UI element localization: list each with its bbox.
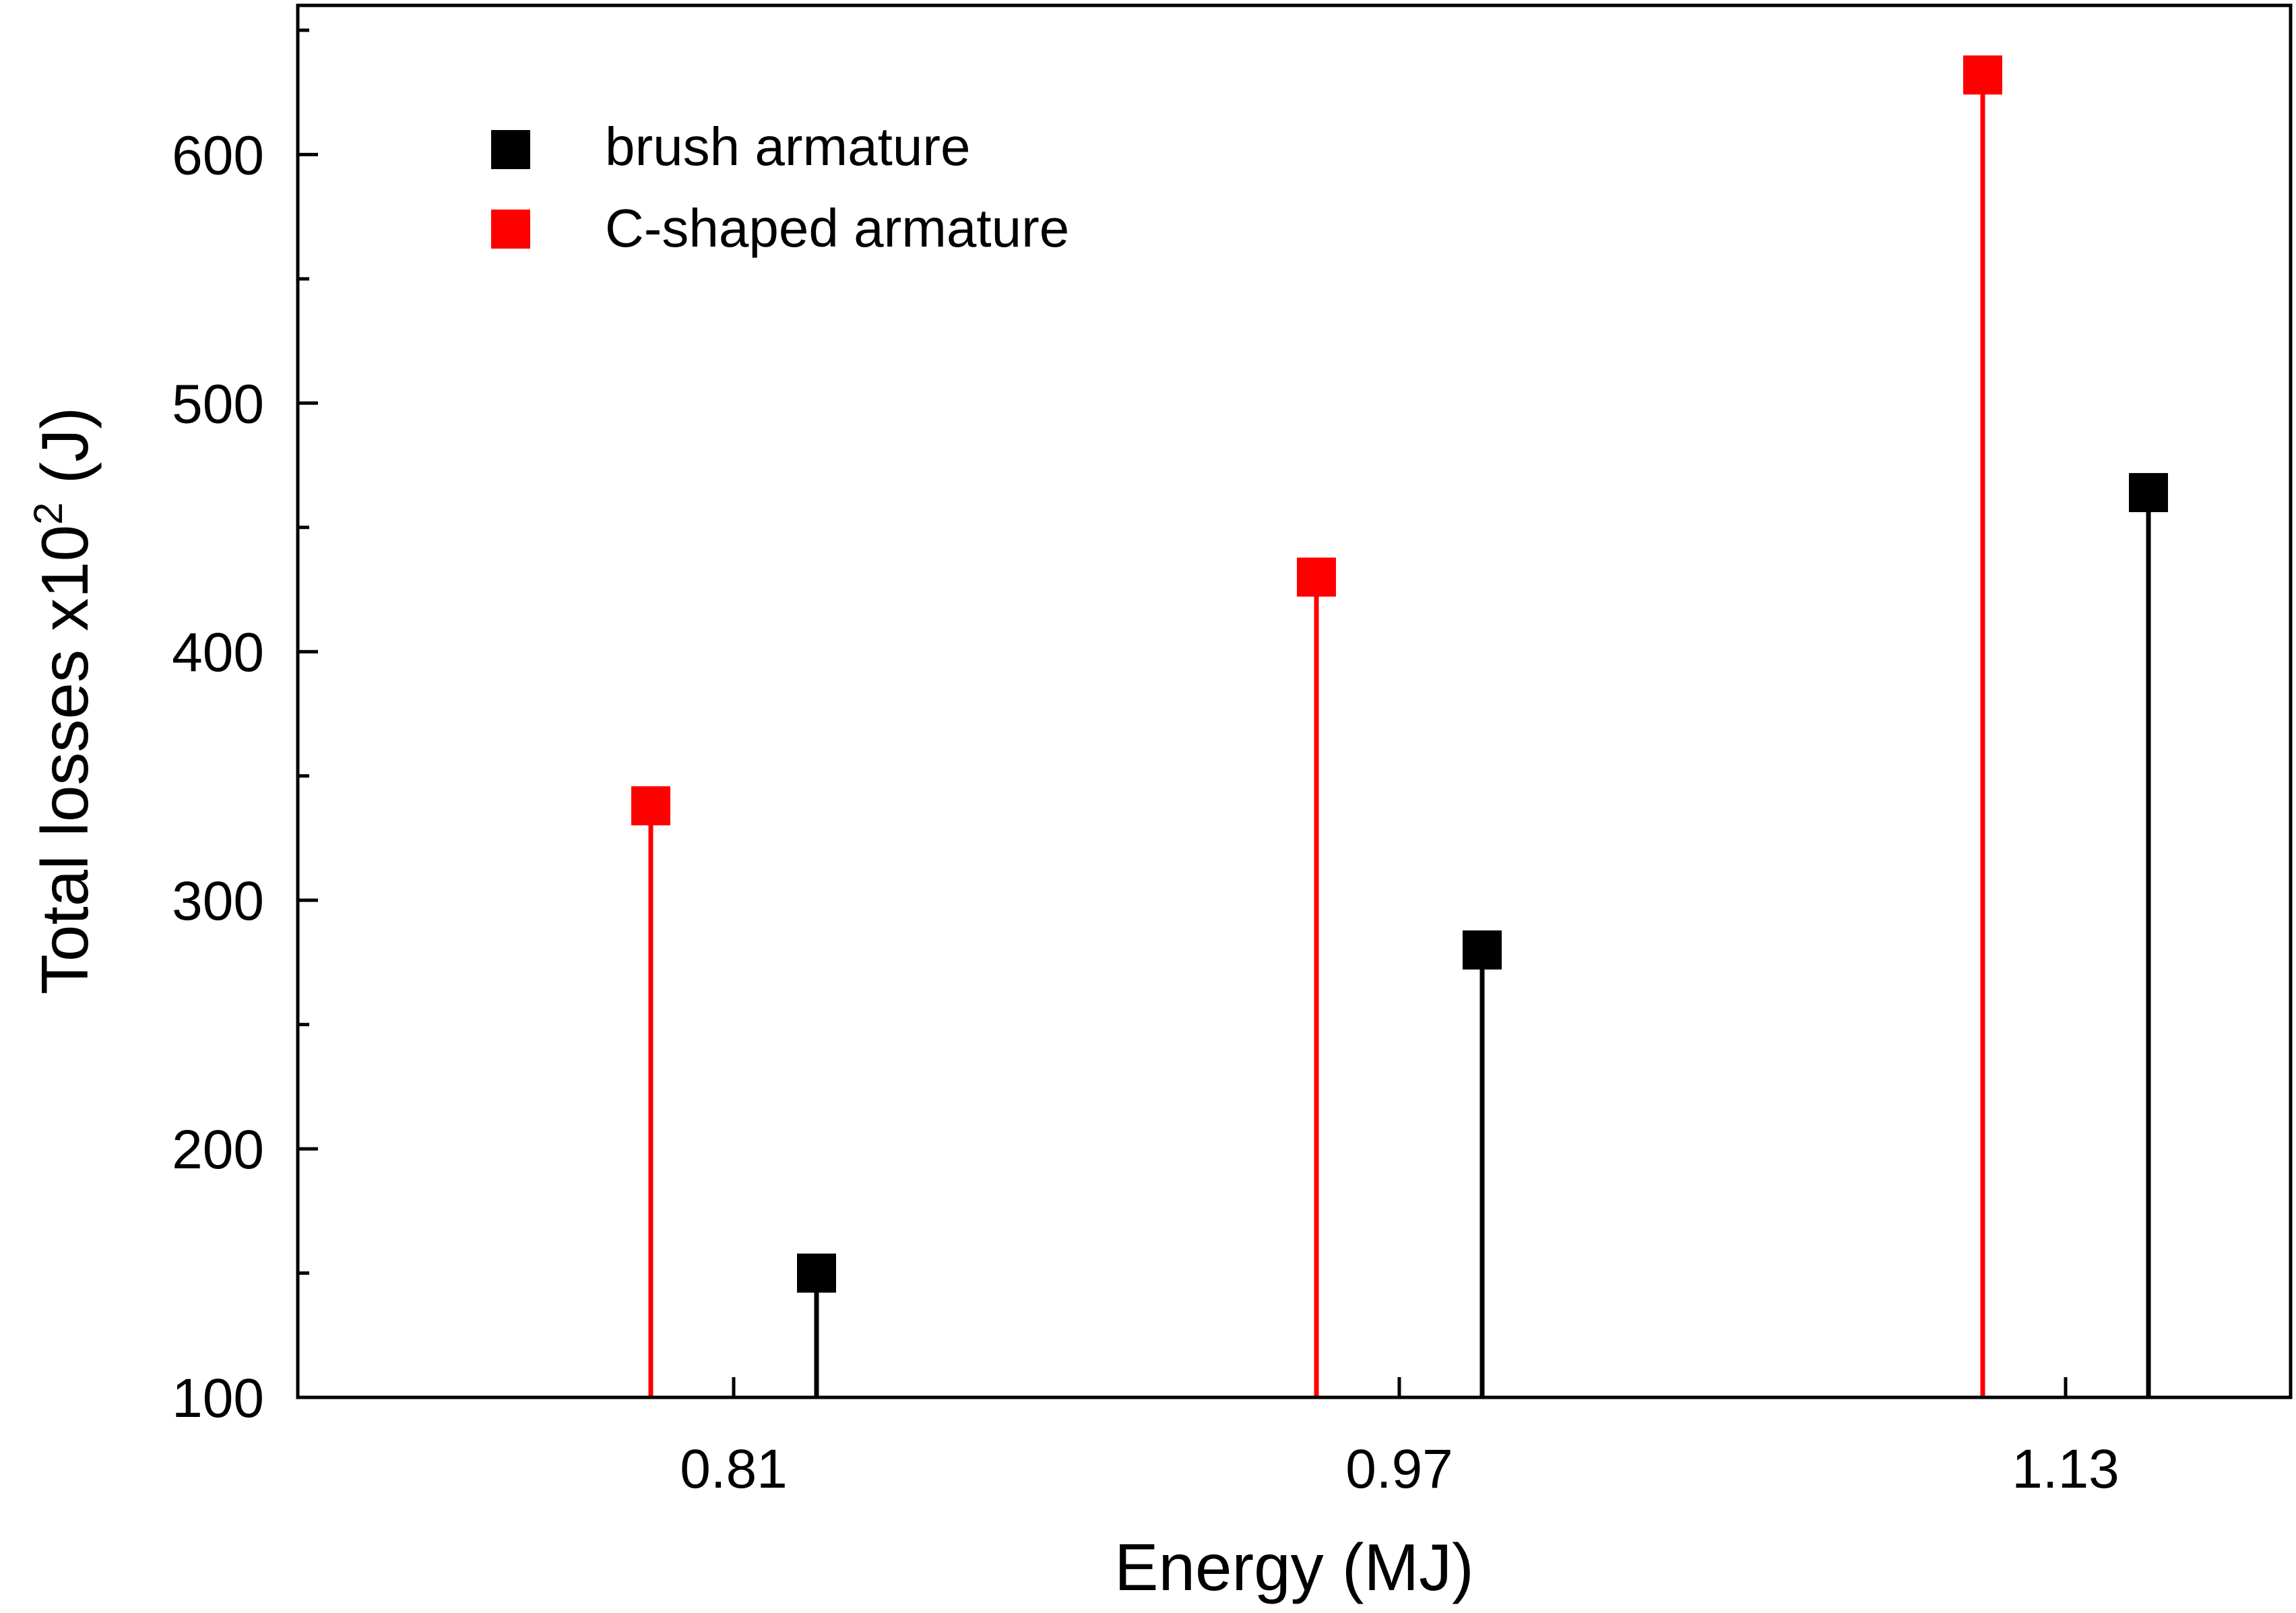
y-axis: 100 200 300 400 500 600 — [172, 28, 318, 1429]
y-tick-label-500: 500 — [172, 373, 264, 435]
legend: brush armature C-shaped armature — [491, 117, 1069, 258]
point-c-shaped-armature-0 — [631, 786, 670, 825]
x-axis-title: Energy (MJ) — [1114, 1530, 1474, 1604]
point-brush-armature-2 — [2129, 473, 2168, 513]
y-tick-label-400: 400 — [172, 622, 264, 683]
x-tick-label-0: 0.81 — [680, 1438, 788, 1500]
y-axis-title-main: Total losses x10 — [28, 525, 102, 994]
x-tick-label-2: 1.13 — [2012, 1438, 2119, 1500]
plot-frame — [296, 3, 2293, 1399]
y-axis-title-superscript: 2 — [26, 502, 71, 524]
x-axis: 0.81 0.97 1.13 — [680, 1377, 2119, 1500]
point-brush-armature-0 — [797, 1253, 836, 1293]
y-tick-label-100: 100 — [172, 1368, 264, 1429]
y-tick-label-600: 600 — [172, 125, 264, 186]
y-tick-label-300: 300 — [172, 871, 264, 932]
point-c-shaped-armature-1 — [1297, 557, 1336, 597]
markers — [631, 55, 2168, 1293]
point-c-shaped-armature-2 — [1963, 55, 2002, 95]
drop-lines — [648, 75, 2151, 1397]
y-tick-label-200: 200 — [172, 1119, 264, 1180]
x-tick-label-1: 0.97 — [1345, 1438, 1453, 1500]
y-axis-title-unit: (J) — [28, 407, 102, 503]
legend-label-c-shaped-armature: C-shaped armature — [605, 198, 1069, 258]
y-axis-title: Total losses x102 (J) — [26, 407, 102, 994]
legend-marker-c-shaped-armature — [491, 210, 530, 249]
legend-marker-brush-armature — [491, 130, 530, 169]
point-brush-armature-1 — [1463, 930, 1502, 970]
legend-label-brush-armature: brush armature — [605, 117, 970, 177]
